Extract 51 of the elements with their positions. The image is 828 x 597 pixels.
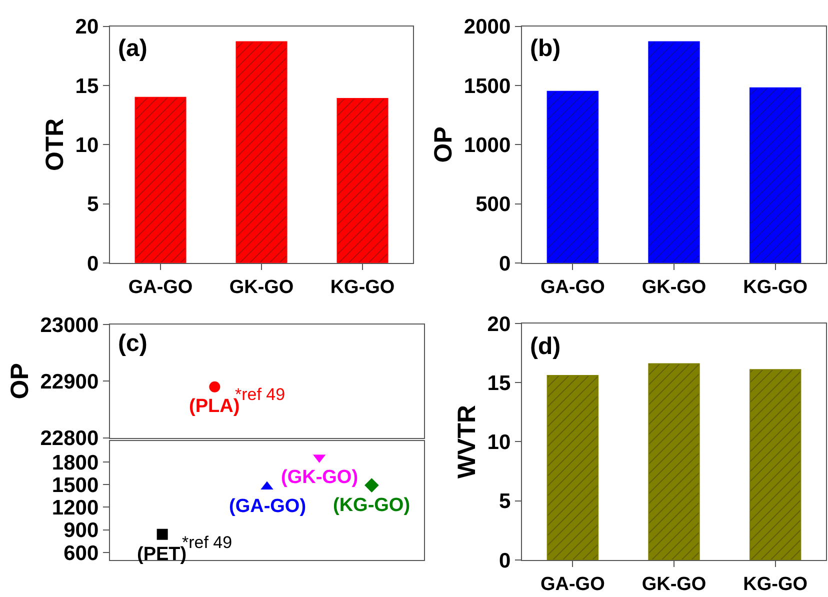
y-tick-label: 10 [75, 134, 99, 157]
y-tick-label: 10 [487, 431, 511, 454]
x-tick-label: KG-GO [743, 574, 808, 595]
y-tick-label: 5 [498, 490, 511, 514]
x-tick-label: GA-GO [540, 276, 605, 298]
y-tick-label: 1000 [464, 134, 511, 157]
y-tick-label: 1500 [464, 74, 511, 98]
y-tick-label: 0 [86, 252, 99, 276]
bar [134, 96, 186, 263]
bar [750, 87, 802, 263]
chart-title: (b) [530, 35, 561, 62]
y-tick-label: 5 [86, 193, 99, 216]
y-axis-title: WVTR [453, 404, 482, 479]
y-tick-label: 22900 [40, 370, 99, 394]
y-tick-label: 15 [75, 74, 99, 98]
x-tick-label: GK-GO [642, 574, 706, 595]
y-tick-label: 1500 [52, 474, 99, 497]
y-tick-label: 15 [487, 372, 511, 395]
chart-title: (c) [118, 330, 148, 357]
point [156, 528, 168, 540]
chart-title: (d) [530, 333, 561, 360]
y-tick-label: 900 [64, 519, 99, 542]
y-tick-label: 1200 [52, 496, 99, 520]
x-tick-label: GK-GO [229, 276, 294, 298]
y-tick-label: 20 [487, 312, 511, 336]
bar [648, 41, 700, 263]
y-axis-title: OTR [41, 118, 70, 172]
y-tick-label: 500 [476, 193, 511, 216]
y-axis-title: OP [6, 363, 34, 400]
series-label: (GA-GO) [229, 496, 306, 517]
series-label: (GK-GO) [281, 467, 358, 488]
y-tick-label: 0 [498, 549, 511, 572]
series-label: (KG-GO) [333, 495, 410, 516]
y-tick-label: 2000 [464, 16, 511, 39]
y-tick-label: 1800 [52, 451, 99, 474]
x-tick-label: GK-GO [642, 276, 706, 298]
x-tick-label: GA-GO [128, 276, 193, 298]
bar [236, 41, 288, 263]
x-tick-label: GA-GO [540, 574, 605, 595]
x-tick-label: KG-GO [330, 276, 395, 298]
y-tick-label: 23000 [40, 314, 99, 337]
chart-title: (a) [118, 35, 148, 62]
y-tick-label: 0 [498, 252, 511, 276]
x-tick-label: KG-GO [743, 276, 808, 298]
y-tick-label: 20 [75, 16, 99, 39]
y-tick-label: 600 [64, 542, 99, 565]
y-axis-title: OP [430, 126, 458, 163]
bar [336, 98, 388, 263]
bar [546, 90, 598, 263]
y-tick-label: 22800 [40, 427, 99, 450]
point [364, 478, 379, 492]
